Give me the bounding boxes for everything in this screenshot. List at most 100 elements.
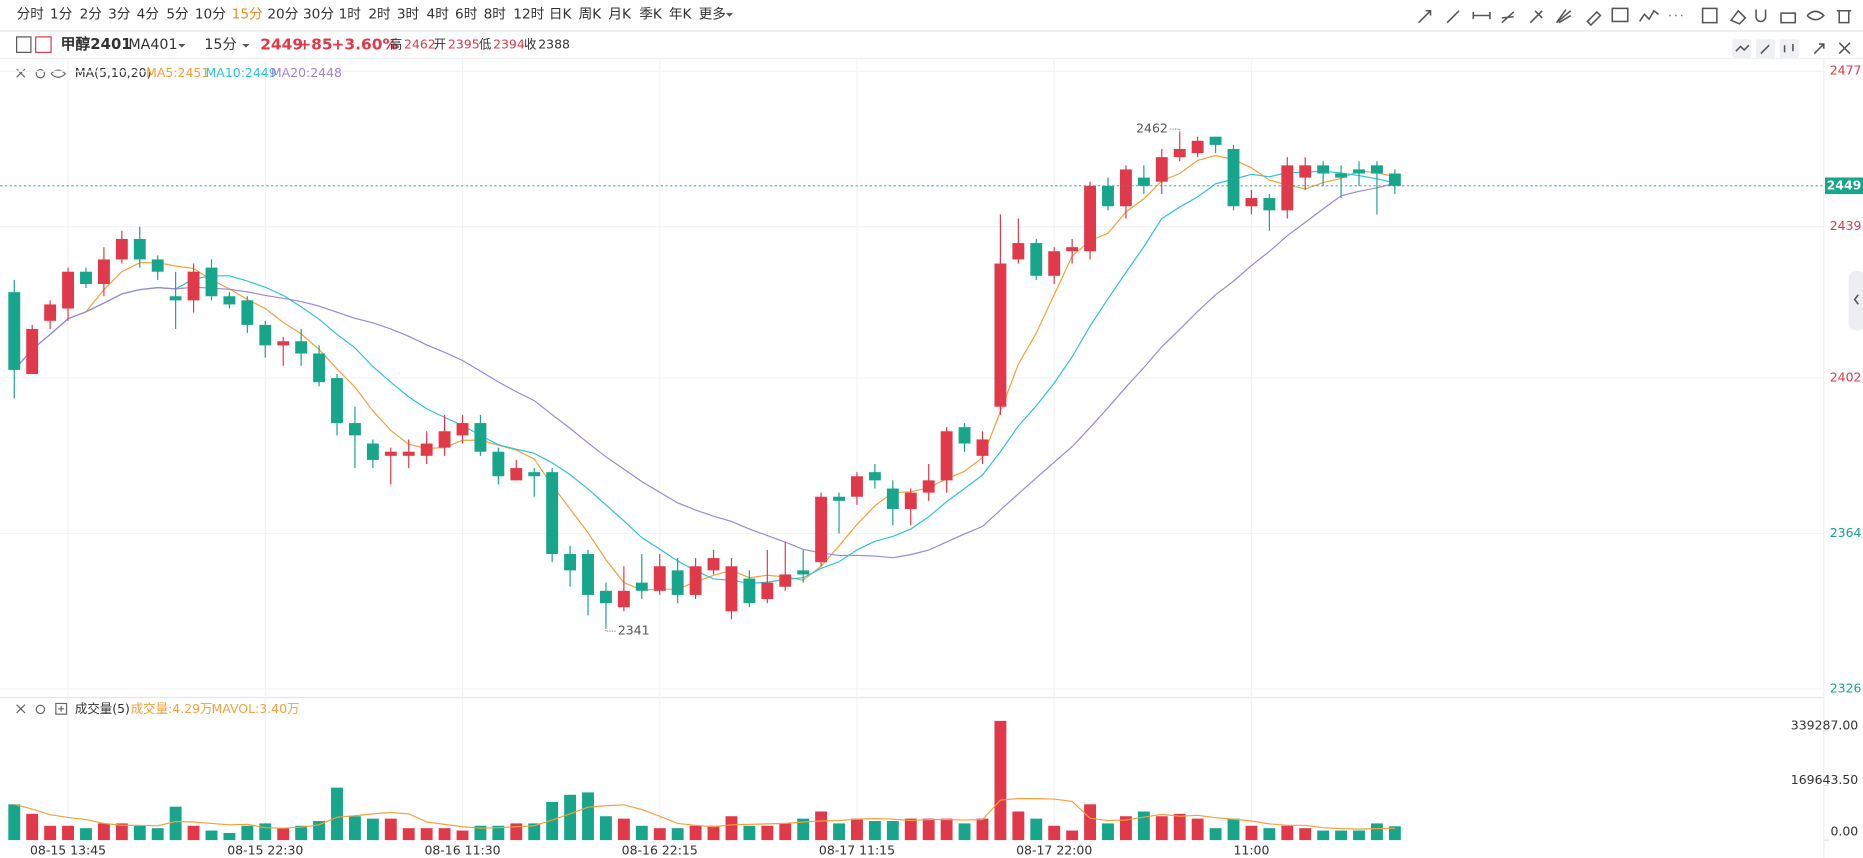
low-value: 2394 — [493, 37, 525, 52]
volume-bar — [635, 825, 648, 841]
candle-body — [26, 328, 39, 374]
candle-body — [1066, 247, 1079, 252]
volume-bar — [1335, 830, 1348, 841]
period-button[interactable]: 1分 — [50, 6, 73, 22]
candle-body — [958, 427, 971, 444]
min-pointer — [605, 627, 616, 632]
volume-bar — [868, 821, 881, 841]
period-button[interactable]: 10分 — [195, 6, 226, 22]
caret — [242, 44, 250, 48]
period-button[interactable]: 5分 — [166, 6, 189, 22]
period[interactable]: 15分 — [204, 36, 236, 53]
candle-body — [671, 570, 684, 595]
ma-legend: MA5:2451 — [146, 65, 209, 80]
candle-body — [1317, 165, 1330, 174]
volume-bar — [1353, 830, 1365, 841]
candle-body — [205, 267, 218, 297]
period-button[interactable]: 周K — [579, 6, 603, 22]
period-button[interactable]: 4时 — [427, 6, 450, 22]
candle-body — [62, 271, 74, 309]
candle-body — [277, 341, 290, 346]
group-icon[interactable] — [16, 36, 32, 53]
candle-body — [133, 238, 146, 260]
volume-bar — [1191, 818, 1204, 841]
candle-body — [402, 451, 415, 456]
close-label: 收 — [524, 37, 537, 52]
period-button[interactable]: 年K — [669, 6, 693, 22]
candle-body — [223, 296, 236, 305]
period-button[interactable]: 1时 — [339, 6, 362, 22]
candle-body — [546, 472, 559, 554]
contract[interactable]: MA401 — [128, 37, 177, 53]
candle-body — [1173, 148, 1186, 158]
period-button[interactable]: 日K — [549, 6, 573, 22]
candle-body — [617, 590, 630, 608]
period-button[interactable]: 月K — [608, 6, 632, 22]
volume-bar — [743, 825, 756, 841]
period-button[interactable]: 3时 — [397, 6, 420, 22]
volume-bar — [151, 828, 164, 841]
volume-bar — [456, 830, 469, 841]
volume-legend: MAVOL:3.40万 — [211, 701, 299, 716]
period-button[interactable]: 季K — [639, 6, 663, 22]
period-button[interactable]: 6时 — [455, 6, 478, 22]
pane-controls[interactable] — [1732, 39, 1851, 59]
period-button[interactable]: 分时 — [17, 6, 45, 22]
candle-body — [1048, 251, 1061, 276]
candle-body — [851, 476, 863, 497]
volume-bar — [564, 794, 577, 841]
volume-bar — [169, 806, 182, 841]
period-button[interactable]: 30分 — [303, 6, 334, 22]
more-menu[interactable]: 更多 — [699, 5, 726, 22]
candle-body — [80, 271, 92, 284]
open-value: 2395 — [448, 37, 480, 52]
period-button[interactable]: 2时 — [368, 6, 391, 22]
volume-bar — [420, 828, 433, 841]
candle-body — [456, 423, 469, 436]
volume-bar — [1263, 828, 1276, 841]
candle-body — [743, 578, 756, 604]
candle-body — [1155, 157, 1168, 182]
candle-body — [797, 570, 810, 575]
period-button[interactable]: 8时 — [484, 6, 507, 22]
main-icon[interactable] — [35, 36, 52, 53]
volume-bar — [44, 825, 57, 841]
volume-bar — [1388, 826, 1401, 841]
caret — [178, 44, 186, 48]
candle-body — [348, 423, 361, 436]
candle-body — [600, 590, 612, 604]
volume-bar — [653, 828, 666, 841]
volume-bar — [1281, 825, 1294, 841]
candle-body — [725, 566, 738, 612]
volume-bar — [707, 825, 720, 841]
candle-body — [1209, 136, 1222, 145]
volume-bar — [187, 825, 200, 841]
y-tick-label: 169643.50 — [1791, 772, 1858, 787]
candle-body — [420, 443, 433, 456]
volume-bar — [80, 828, 92, 841]
period-button[interactable]: 12时 — [513, 6, 544, 22]
drawing-tools[interactable] — [1418, 7, 1852, 27]
candle-body — [1012, 243, 1025, 260]
period-button[interactable]: 3分 — [108, 6, 131, 22]
candle-body — [44, 304, 57, 321]
candle-body — [1119, 169, 1132, 207]
volume-bar — [1209, 828, 1222, 841]
period-button[interactable]: 20分 — [267, 6, 298, 22]
y-tick-label: 339287.00 — [1791, 718, 1858, 733]
candle-body — [115, 238, 128, 260]
candle-body — [384, 451, 397, 456]
volume-bar — [474, 825, 487, 841]
volume-bar — [295, 825, 308, 841]
period-button[interactable]: 4分 — [137, 6, 160, 22]
volume-bar — [97, 823, 110, 841]
candle-body — [976, 439, 989, 456]
high-label: 高 — [390, 37, 402, 52]
candle-body — [994, 263, 1007, 407]
period-button[interactable]: 15分 — [232, 6, 263, 22]
candle-body — [474, 423, 487, 452]
volume-bar — [886, 821, 899, 841]
volume-bar — [797, 818, 810, 841]
period-button[interactable]: 2分 — [80, 6, 103, 22]
